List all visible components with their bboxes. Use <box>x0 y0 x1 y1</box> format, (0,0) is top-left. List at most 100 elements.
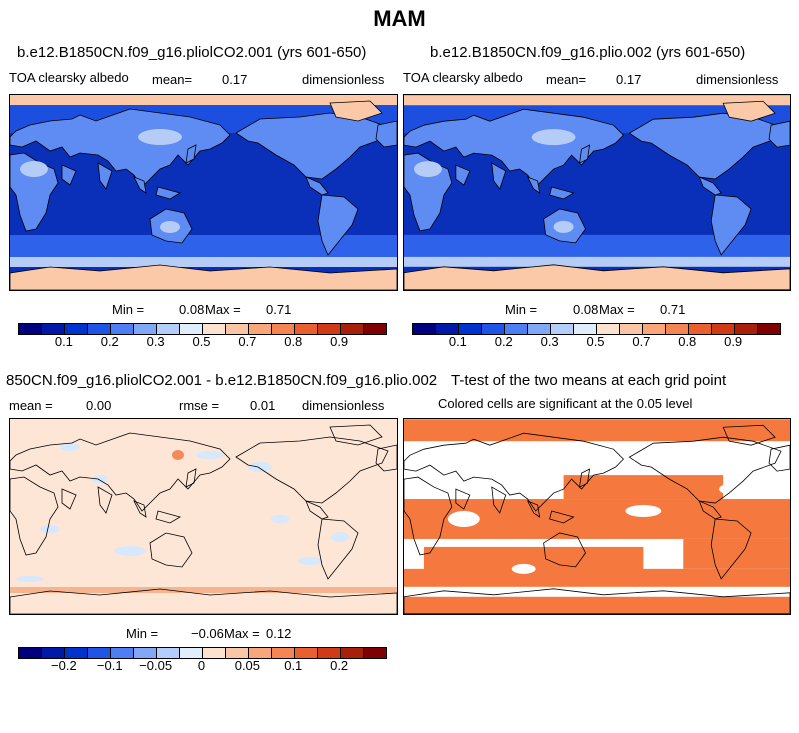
sahara-region <box>413 161 442 178</box>
australia-desert-region <box>553 220 574 233</box>
variable-label-top-right: TOA clearsky albedo <box>403 70 523 85</box>
colorbar-swatch <box>295 324 318 334</box>
colorbar-tick-label: 0.9 <box>330 334 349 349</box>
negative-anomaly-patch <box>298 557 322 565</box>
min-label-bottom-left: Min = <box>126 626 159 641</box>
colorbar-swatch <box>272 324 295 334</box>
colorbar-swatch <box>134 324 157 334</box>
mean-label-bottom-left: mean = <box>9 398 53 413</box>
colorbar-swatch <box>643 324 666 334</box>
colorbar-tick-label: 0.5 <box>586 334 605 349</box>
southern-ocean-band <box>404 234 790 257</box>
negative-anomaly-patch <box>196 451 224 459</box>
continent-asia-europe <box>404 108 624 188</box>
coastline-asia-europe <box>10 432 231 512</box>
significant-cells <box>404 596 790 614</box>
positive-anomaly-band <box>10 587 397 593</box>
coastline-europe-west <box>375 444 397 472</box>
nonsignificant-patch <box>511 563 536 574</box>
colorbar-swatch <box>318 648 341 658</box>
colorbar-swatch <box>180 648 203 658</box>
colorbar-swatch <box>249 324 272 334</box>
mean-label-top-left: mean= <box>152 72 193 87</box>
colorbar-tick-label: 0.7 <box>238 334 257 349</box>
continent-greenland <box>722 100 776 122</box>
coastline-australia <box>543 532 586 568</box>
colorbar-swatch <box>19 648 42 658</box>
colorbar-swatch <box>574 324 597 334</box>
colorbar-swatch <box>364 324 386 334</box>
max-label-top-left: Max = <box>205 302 241 317</box>
colorbar-swatch <box>341 324 364 334</box>
negative-anomaly-patch <box>331 532 349 542</box>
continent-greenland <box>329 100 383 122</box>
negative-anomaly-patch <box>114 546 146 556</box>
continent-se-asia <box>133 176 182 200</box>
colorbar-swatch <box>249 648 272 658</box>
negative-anomaly-patch <box>92 475 108 483</box>
panel-title-bottom-right: T-test of the two means at each grid poi… <box>451 372 727 389</box>
continent-europe-west <box>768 120 790 148</box>
sea-ice-edge <box>404 256 790 267</box>
coastline-south-america <box>317 518 359 580</box>
colorbar-swatch <box>19 324 42 334</box>
coastline-antarctica <box>10 588 397 614</box>
min-label-top-right: Min = <box>505 302 538 317</box>
colorbar-tick-label: 0.5 <box>192 334 211 349</box>
coastline-australia <box>149 532 193 568</box>
colorbar-swatch <box>666 324 689 334</box>
min-value-top-right: 0.08 <box>573 302 599 317</box>
coastline-japan <box>185 468 197 488</box>
southern-ocean-band <box>10 235 397 257</box>
units-bottom-left: dimensionless <box>302 398 385 413</box>
colorbar-swatch <box>226 324 249 334</box>
max-value-top-right: 0.71 <box>660 302 686 317</box>
negative-anomaly-patch <box>271 515 289 523</box>
colorbar-bottom-left <box>18 647 387 659</box>
nonsignificant-patch <box>625 505 662 517</box>
colorbar-swatch <box>436 324 459 334</box>
negative-anomaly-patch <box>16 576 44 582</box>
coastline-arabia-india <box>455 486 507 514</box>
colorbar-swatch <box>42 324 65 334</box>
colorbar-swatch <box>758 324 780 334</box>
continent-central-america <box>698 176 722 196</box>
significance-map <box>403 418 791 615</box>
continent-antarctica <box>10 264 397 290</box>
australia-desert-region <box>160 221 180 233</box>
colorbar-tick-label: 0.1 <box>284 658 303 673</box>
panel-title-bottom-left: 850CN.f09_g16.pliolCO2.001 - b.e12.B1850… <box>6 372 438 389</box>
negative-anomaly-patch <box>248 462 272 472</box>
colorbar-swatch <box>157 324 180 334</box>
max-value-top-left: 0.71 <box>266 302 292 317</box>
colorbar-swatch <box>226 648 249 658</box>
coastline-africa <box>10 476 59 556</box>
figure-title: MAM <box>373 6 426 31</box>
colorbar-swatch <box>134 648 157 658</box>
coastline-central-america <box>305 500 329 520</box>
colorbar-swatch <box>341 648 364 658</box>
rmse-value-bottom-left: 0.01 <box>250 398 276 413</box>
colorbar-swatch <box>482 324 505 334</box>
colorbar-swatch <box>295 648 318 658</box>
colorbar-swatch <box>551 324 574 334</box>
coastline-europe-west <box>768 444 790 472</box>
max-value-bottom-left: 0.12 <box>266 626 292 641</box>
central-asia-region <box>531 129 576 146</box>
continent-se-asia <box>526 176 575 200</box>
coastline-se-asia <box>133 500 182 524</box>
colorbar-swatch <box>88 324 111 334</box>
units-top-left: dimensionless <box>302 72 385 87</box>
significant-cells <box>404 568 790 587</box>
colorbar-swatch <box>689 324 712 334</box>
coastline-antarctica <box>404 588 790 614</box>
panel-title-top-right: b.e12.B1850CN.f09_g16.plio.002 (yrs 601-… <box>430 44 746 61</box>
mean-value-bottom-left: 0.00 <box>86 398 112 413</box>
colorbar-swatch <box>180 324 203 334</box>
coastline-south-america <box>710 518 752 580</box>
sahara-region <box>20 161 48 177</box>
colorbar-tick-label: 0 <box>197 658 206 673</box>
panel-subtitle-bottom-right: Colored cells are significant at the 0.0… <box>438 396 693 411</box>
central-asia-region <box>138 129 182 145</box>
colorbar-tick-label: −0.05 <box>139 658 173 673</box>
